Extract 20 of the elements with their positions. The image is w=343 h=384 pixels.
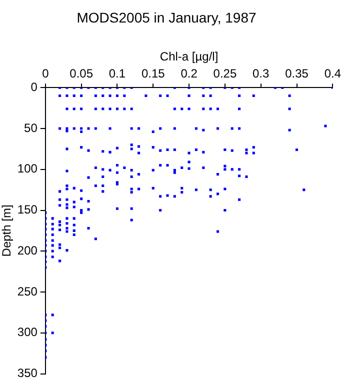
x-tick-label: 0.4 <box>324 66 342 81</box>
x-axis-title: Chl-a [µg/l] <box>160 49 218 64</box>
x-tick-label: 0.35 <box>285 66 309 81</box>
x-tick-label: 0.15 <box>141 66 166 81</box>
y-tick-label: 100 <box>17 162 38 176</box>
x-tick-label: 0 <box>42 66 50 81</box>
y-tick-label: 50 <box>24 120 38 135</box>
chart-title: MODS2005 in January, 1987 <box>76 9 256 26</box>
y-tick-label: 200 <box>17 243 38 258</box>
x-tick-label: 0.2 <box>180 66 198 81</box>
y-tick-label: 250 <box>17 284 38 298</box>
y-tick-label: 300 <box>17 325 38 340</box>
x-tick-label: 0.1 <box>108 66 126 81</box>
y-axis-title: Depth [m] <box>0 204 14 257</box>
x-tick-label: 0.3 <box>252 66 270 81</box>
y-tick-label: 150 <box>17 202 38 217</box>
x-tick-label: 0.05 <box>70 66 94 81</box>
y-tick-label: 0 <box>30 80 38 94</box>
y-tick-label: 350 <box>17 366 38 380</box>
x-tick-label: 0.25 <box>213 66 237 81</box>
